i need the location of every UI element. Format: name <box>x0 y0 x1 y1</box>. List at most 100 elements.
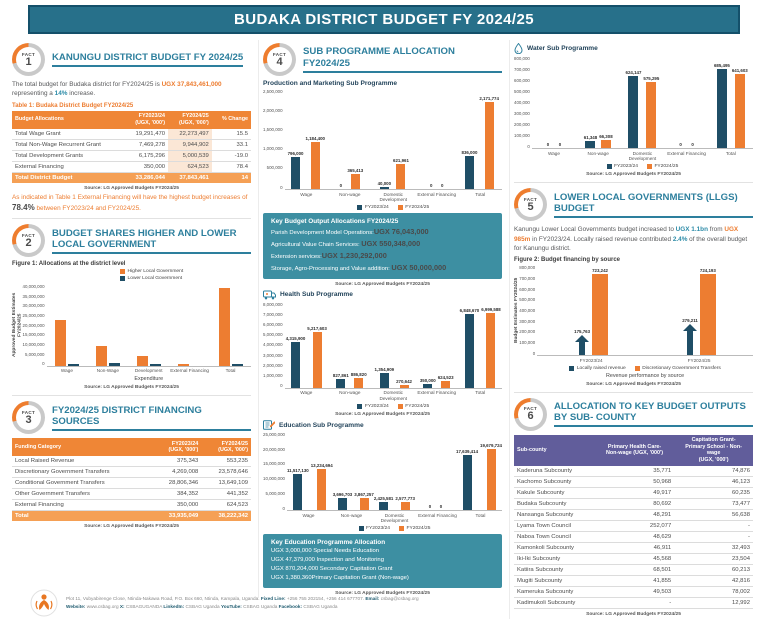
bar-group <box>128 284 169 366</box>
y-axis: 800,000 700,000 600,000 500,000 400,000 300,0… <box>519 265 537 355</box>
table-row: Total Wage Grant 19,291,470 22,273,497 15.5 <box>12 128 251 140</box>
bar <box>291 157 301 189</box>
y-tick-label: 700,000 <box>514 66 530 72</box>
bar <box>54 319 66 366</box>
table-cell: 80,692 <box>594 498 675 510</box>
bar <box>699 274 716 356</box>
x-tick-label: Domestic Development <box>380 512 409 524</box>
y-tick-label: 20,000,000 <box>22 322 45 328</box>
y-axis: 40,000,000 35,000,000 30,000,000 25,000,000… <box>23 284 47 366</box>
chart-title-text: Production and Marketing Sub Programme <box>263 80 398 87</box>
fact-badge-number: 6 <box>527 410 534 423</box>
bar-wrap: 886,820 <box>351 302 367 388</box>
source-note: Source: LG Approved Budgets FY2024/25 <box>84 524 179 530</box>
table-cell: 37,843,461 <box>168 172 212 183</box>
chart-body: Budget Estimates FY2024/25 800,000 700,000… <box>514 265 753 379</box>
fact1-badge: FACT 1 <box>12 43 45 76</box>
infographic-page: BUDAKA DISTRICT BUDGET FY 2024/25 FACT 1… <box>0 5 768 622</box>
bar <box>400 502 410 510</box>
y-tick-label: 25,000,000 <box>263 432 285 437</box>
table-row: Lyama Town Council 252,077- <box>514 520 753 532</box>
x-tick-label: External Financing <box>417 191 457 197</box>
bar-value-label: 685,495 <box>713 63 730 68</box>
y-axis: 2,500,000 2,000,000 1,500,000 1,000,000 500,… <box>263 89 285 189</box>
table-cell: 42,816 <box>674 575 753 587</box>
fact5-badge: FACT 5 <box>514 188 547 222</box>
table-row: Total Non-Wage Recurrent Grant 7,469,278 9… <box>12 139 251 151</box>
bar-wrap <box>54 284 66 366</box>
arrow-stem <box>687 331 694 356</box>
y-tick-label: 200,000 <box>514 121 530 127</box>
x-tick-label: Domestic Development <box>379 390 408 401</box>
bar-value-label: 1,184,400 <box>305 136 325 141</box>
bar <box>136 355 148 366</box>
bar-value-label: 3,867,257 <box>354 492 374 497</box>
bar-value-label: 0 <box>691 142 694 147</box>
bar-group: 6,848,670 6,999,588 <box>458 302 501 388</box>
bar-value-label: 13,234,694 <box>310 463 333 468</box>
y-tick-label: 1,000,000 <box>263 146 283 152</box>
legend-swatch <box>398 526 404 532</box>
plot-area-wrap: 0 0 61,348 66,308 624,147 575,295 0 0 685,495 641… <box>531 56 753 170</box>
table-cell: 350,000 <box>124 161 169 173</box>
middle-column: FACT 4 SUB PROGRAMME ALLOCATION FY2024/2… <box>258 40 509 598</box>
legend-swatch <box>646 164 652 170</box>
table-cell: Mugiti Subcounty <box>514 575 595 587</box>
table-cell: 6,175,296 <box>124 150 169 162</box>
chart-body: 800,000 700,000 600,000 500,000 400,000 300,0… <box>514 56 753 170</box>
text-segment: UGX 1,230,292,000 <box>321 251 387 260</box>
bar-wrap <box>149 284 161 366</box>
table-cell: 73,477 <box>674 498 753 510</box>
bar-wrap: 641,603 <box>732 56 748 148</box>
bar-group: 40,000 621,961 <box>372 89 415 189</box>
bar-wrap: 17,639,414 <box>456 432 478 510</box>
table-cell: Conditional Government Transfers <box>12 477 152 490</box>
chart-legend: Locally raised revenue Discretionary Gove… <box>537 365 753 371</box>
csbag-logo <box>30 589 58 617</box>
bar-wrap <box>218 284 230 366</box>
bar-wrap: 4,315,900 <box>286 302 305 388</box>
table-row: Kamonkoli Subcounty 46,911 32,493 <box>514 542 753 554</box>
y-axis: 8,000,000 7,000,000 6,000,000 5,000,000 4,00… <box>263 302 285 388</box>
footer-value: CSBAG Uganda <box>303 604 338 609</box>
table-cell: 46,911 <box>594 542 675 554</box>
table-row: Kakule Subcounty 49,917 60,235 <box>514 487 753 499</box>
fact-badge-number: 4 <box>276 55 283 68</box>
table-cell: - <box>674 531 753 543</box>
bar-value-label: 61,348 <box>583 135 598 140</box>
table-cell: 56,638 <box>674 509 753 521</box>
bar-value-label: 0 <box>339 183 343 188</box>
fact5-paragraph: Kanungu Lower Local Governments budget i… <box>514 225 753 253</box>
source-note: Source: LG Approved Budgets FY2024/25 <box>586 172 681 178</box>
table-cell: 60,213 <box>674 564 753 576</box>
table-cell: 252,077 <box>594 520 675 532</box>
bar <box>716 69 727 148</box>
bar-wrap <box>67 284 79 366</box>
fact6-badge: FACT 6 <box>514 397 547 431</box>
fact6-header: FACT 6 ALLOCATION TO KEY BUDGET OUTPUTS … <box>514 397 753 431</box>
legend-swatch <box>357 404 363 409</box>
box-line: Parish Development Model Operations:UGX … <box>271 226 494 238</box>
table-cell: Other Government Transfers <box>12 488 152 501</box>
ambulance-icon <box>263 290 276 300</box>
bar-group <box>210 284 251 366</box>
fact6-badge-inner: FACT 6 <box>518 401 543 427</box>
bar-wrap: 0 <box>676 56 686 148</box>
box-title: Key Budget Output Allocations FY2024/25 <box>271 218 399 226</box>
legend-label: Locally raised revenue <box>576 365 626 371</box>
table-cell: Total <box>12 510 152 522</box>
source-note: Source: LG Approved Budgets FY2024/25 <box>586 381 681 387</box>
bar-value-label: 0 <box>558 142 562 147</box>
table-cell: 74,876 <box>674 465 753 477</box>
column-header: FY2024/25 (UGX, '000') <box>168 110 212 129</box>
legend-item: FY2024/25 <box>397 404 429 409</box>
bar-group: 17,639,414 19,679,724 <box>456 432 502 510</box>
bar-group <box>47 284 88 366</box>
x-axis-labels: Wage Non-wage Domestic Development External… <box>287 513 502 524</box>
footer-value: www.csbag.org <box>86 604 120 609</box>
bar-group: 827,861 886,820 <box>328 302 371 388</box>
education-chart: 25,000,000 20,000,000 15,000,000 10,000,000… <box>263 432 502 532</box>
y-tick-label: 300,000 <box>519 318 536 324</box>
y-tick-label: 600,000 <box>514 77 530 83</box>
legend-item: FY2024/25 <box>398 526 430 532</box>
